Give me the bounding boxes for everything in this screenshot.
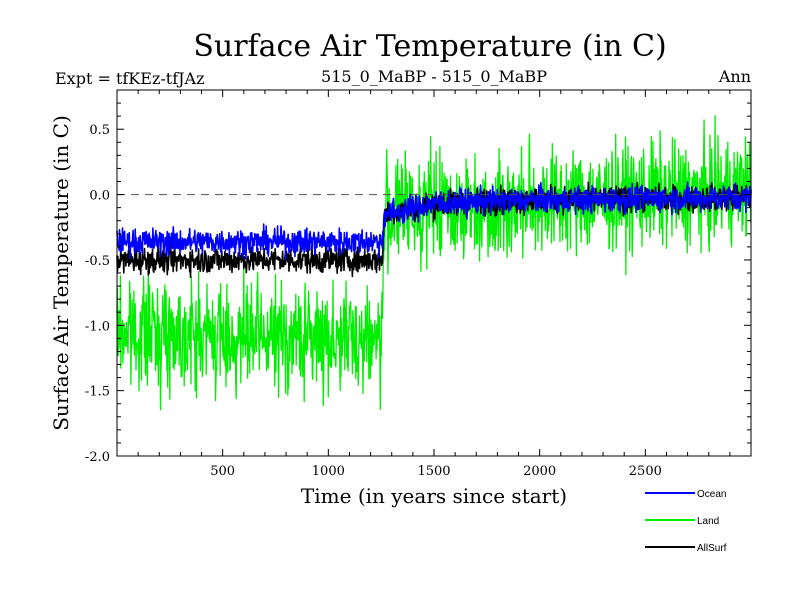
- series-line-ocean: [116, 181, 752, 260]
- experiment-label: Expt = tfKEz-tfJAz: [55, 69, 205, 88]
- legend: Ocean Land AllSurf: [645, 489, 727, 554]
- y-tick-label: -1.5: [85, 385, 110, 400]
- y-tick-label: 0.0: [89, 189, 110, 204]
- plot-lines: [116, 115, 752, 411]
- legend-label-ocean: Ocean: [697, 489, 726, 500]
- y-tick-label: -0.5: [85, 254, 110, 269]
- x-axis: 500 1000 1500 2000 2500: [137, 90, 731, 479]
- x-tick-label: 1000: [312, 464, 345, 479]
- y-tick-label: -1.0: [85, 319, 110, 334]
- comparison-label: 515_0_MaBP - 515_0_MaBP: [321, 67, 547, 86]
- season-label: Ann: [718, 67, 751, 86]
- y-axis: -2.0 -1.5 -1.0 -0.5 0.0 0.5: [85, 102, 751, 465]
- legend-label-allsurf: AllSurf: [697, 543, 727, 554]
- legend-label-land: Land: [697, 516, 719, 527]
- y-axis-label: Surface Air Temperature (in C): [49, 115, 73, 431]
- x-tick-label: 1500: [417, 464, 450, 479]
- x-axis-label: Time (in years since start): [301, 484, 567, 508]
- y-tick-label: -2.0: [85, 450, 110, 465]
- plot-frame: [116, 89, 752, 457]
- x-tick-label: 2500: [629, 464, 662, 479]
- chart-title: Surface Air Temperature (in C): [193, 29, 666, 64]
- y-tick-label: 0.5: [89, 123, 110, 138]
- x-tick-label: 500: [210, 464, 235, 479]
- x-tick-label: 2000: [523, 464, 556, 479]
